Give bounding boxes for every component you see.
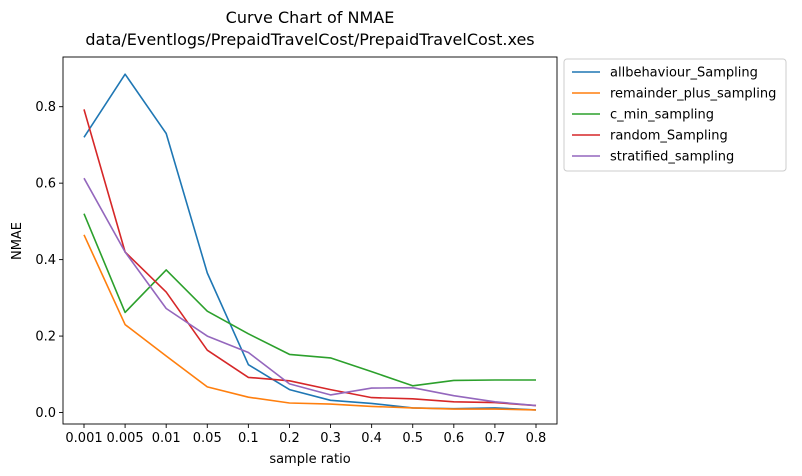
x-tick-label: 0.001 — [65, 431, 102, 446]
plot-area — [63, 57, 557, 424]
series-layer — [83, 73, 537, 411]
chart-subtitle: data/Eventlogs/PrepaidTravelCost/Prepaid… — [85, 30, 534, 49]
x-tick-label: 0.01 — [152, 431, 181, 446]
x-tick-label: 0.05 — [193, 431, 222, 446]
x-tick-label: 0.1 — [238, 431, 259, 446]
plot-background — [63, 57, 557, 424]
chart-title: Curve Chart of NMAE — [226, 8, 395, 27]
x-tick-label: 0.7 — [485, 431, 506, 446]
y-axis-label: NMAE — [10, 222, 25, 260]
x-tick-label: 0.4 — [361, 431, 382, 446]
legend-box — [563, 58, 787, 172]
plot-frame — [62, 56, 558, 425]
x-tick-label: 0.2 — [279, 431, 300, 446]
y-tick-label: 0.0 — [35, 406, 56, 421]
x-tick-label: 0.3 — [320, 431, 341, 446]
x-tick-label: 0.005 — [106, 431, 143, 446]
series-line-2 — [83, 213, 536, 387]
y-tick-label: 0.6 — [35, 177, 56, 192]
x-tick-label: 0.5 — [402, 431, 423, 446]
legend-label: random_Sampling — [610, 129, 728, 144]
legend-label: stratified_sampling — [610, 150, 734, 165]
legend-label: remainder_plus_sampling — [610, 87, 776, 102]
x-tick-label: 0.8 — [526, 431, 547, 446]
axes-layer: 0.001 0.005 0.01 0.05 0.1 0.2 0.3 0.4 0.5 0.6 0.7 0… — [35, 56, 558, 446]
series-line-3 — [83, 109, 537, 407]
x-axis-label: sample ratio — [269, 452, 350, 467]
legend-label: allbehaviour_Sampling — [610, 66, 758, 81]
x-tick-label: 0.6 — [443, 431, 464, 446]
y-tick-label: 0.2 — [35, 330, 56, 345]
legend: allbehaviour_Sampling remainder_plus_samp… — [563, 58, 787, 172]
series-line-1 — [83, 234, 537, 411]
y-tick-label: 0.8 — [35, 100, 56, 115]
legend-label: c_min_sampling — [610, 108, 714, 123]
series-line-4 — [83, 177, 537, 407]
y-tick-label: 0.4 — [35, 253, 56, 268]
